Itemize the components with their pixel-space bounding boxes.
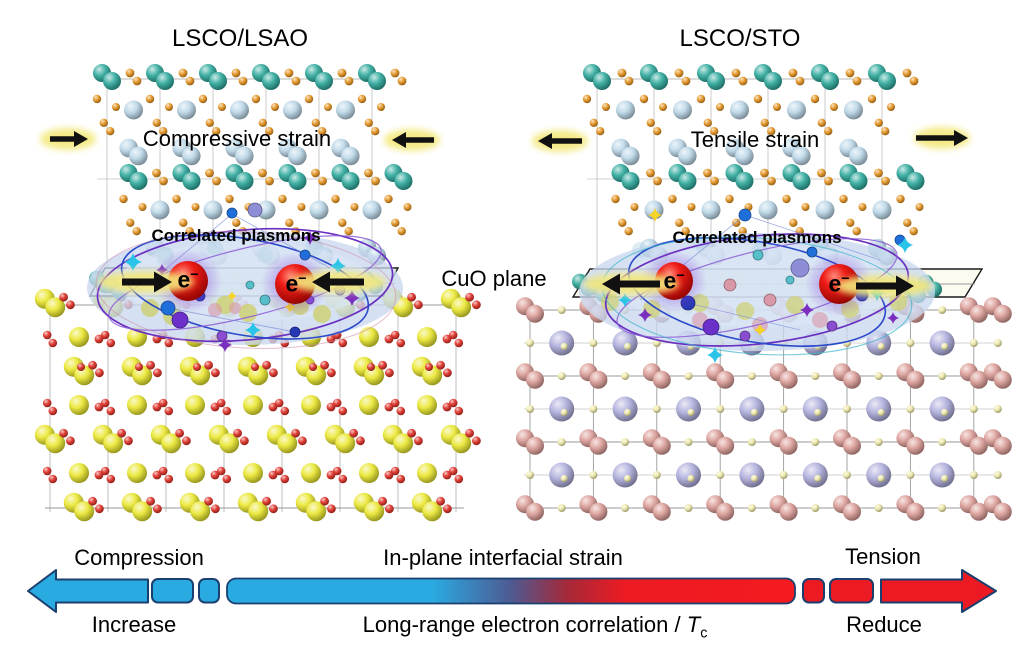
sparkle-icon: [330, 258, 346, 274]
strain-arrow-right-icon: [916, 130, 968, 146]
strain-arrow-left-icon: [392, 132, 434, 148]
sparkle-icon: [618, 293, 632, 307]
sparkle-icon: [344, 290, 360, 306]
sparkle-icon: [218, 338, 232, 352]
electron-symbol: e−: [285, 270, 307, 297]
axis-label-reduce: Reduce: [846, 612, 922, 637]
strain-arrow-right-icon: [50, 131, 88, 147]
sparkle-icon: [303, 231, 317, 245]
cuo-plane-label: CuO plane: [441, 266, 547, 291]
plasmon-label-left: Correlated plasmons: [151, 226, 321, 245]
axis-label-tension: Tension: [845, 544, 921, 569]
panel-title-right: LSCO/STO: [679, 25, 801, 52]
strain-arrow-left-icon: [538, 133, 582, 149]
strain-label-right: Tensile strain: [690, 127, 820, 152]
electron-symbol: e−: [177, 266, 199, 293]
axis-dash: [198, 578, 220, 604]
axis-label-inplane-strain: In-plane interfacial strain: [383, 545, 623, 570]
strain-gradient-bar: [226, 577, 796, 605]
sparkle-icon: [897, 237, 913, 253]
interface-arrow-right-icon: [122, 271, 172, 293]
axis-label-correlation: Long-range electron correlation / Tc: [362, 612, 708, 642]
sparkle-icon: [227, 291, 237, 301]
compression-arrow-icon: [27, 569, 149, 613]
sparkle-icon: [754, 324, 766, 336]
sparkle-icon: [245, 322, 261, 338]
panel-title-left: LSCO/LSAO: [171, 25, 309, 52]
interface-arrow-left-icon: [602, 273, 660, 295]
interface-arrow-left-icon: [312, 271, 364, 293]
sparkle-icon: [124, 253, 142, 271]
axis-dash: [151, 578, 194, 604]
axis-label-increase: Increase: [91, 612, 177, 637]
substrate-sto-lattice: [516, 297, 1012, 521]
sparkle-icon: [648, 208, 662, 222]
sparkle-icon: [638, 308, 652, 322]
sparkle-icon: [800, 303, 814, 317]
axis-dash: [829, 578, 874, 604]
plasmon-label-right: Correlated plasmons: [672, 228, 842, 247]
strain-axis: [27, 569, 997, 613]
interface-arrow-right-icon: [856, 275, 914, 297]
electron-symbol: e−: [663, 267, 685, 294]
sparkle-icon: [707, 347, 723, 363]
axis-label-compression: Compression: [74, 545, 204, 570]
tension-arrow-icon: [880, 569, 997, 613]
sparkle-icon: [887, 312, 899, 324]
axis-dash: [802, 578, 825, 604]
strain-label-left: Compressive strain: [142, 126, 332, 151]
electron-symbol: e−: [828, 270, 850, 297]
